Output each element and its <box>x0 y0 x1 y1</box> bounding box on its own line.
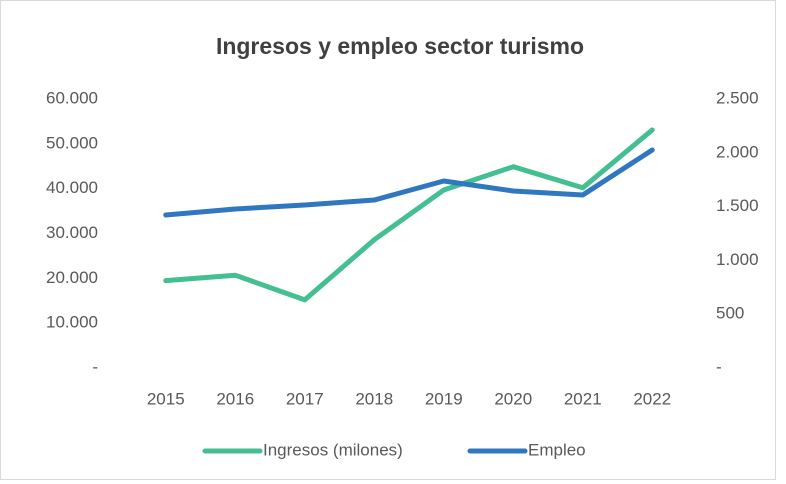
legend-label: Ingresos (milones) <box>263 440 403 459</box>
series-line <box>163 147 655 218</box>
y-tick-label: 30.000 <box>46 223 98 242</box>
series-line <box>163 127 655 303</box>
y-tick-label: 500 <box>716 304 744 323</box>
x-tick-label: 2018 <box>355 389 393 408</box>
legend-label: Empleo <box>528 440 586 459</box>
y-tick-label: - <box>92 357 98 376</box>
y-tick-label: 50.000 <box>46 133 98 152</box>
chart-border <box>0 0 776 480</box>
x-tick-label: 2016 <box>216 389 254 408</box>
y-tick-label: 20.000 <box>46 268 98 287</box>
y-tick-label: 60.000 <box>46 88 98 107</box>
y-tick-label: 40.000 <box>46 178 98 197</box>
y-tick-label: 1.000 <box>716 250 759 269</box>
x-tick-label: 2020 <box>494 389 532 408</box>
y-tick-label: 10.000 <box>46 313 98 332</box>
y-tick-label: 1.500 <box>716 196 759 215</box>
x-tick-label: 2015 <box>147 389 185 408</box>
y-tick-label: 2.000 <box>716 142 759 161</box>
x-tick-label: 2017 <box>286 389 324 408</box>
y-tick-label: 2.500 <box>716 88 759 107</box>
chart-title: Ingresos y empleo sector turismo <box>216 33 584 59</box>
x-tick-label: 2022 <box>633 389 671 408</box>
x-tick-label: 2021 <box>564 389 602 408</box>
y-tick-label: - <box>716 357 722 376</box>
x-tick-label: 2019 <box>425 389 463 408</box>
